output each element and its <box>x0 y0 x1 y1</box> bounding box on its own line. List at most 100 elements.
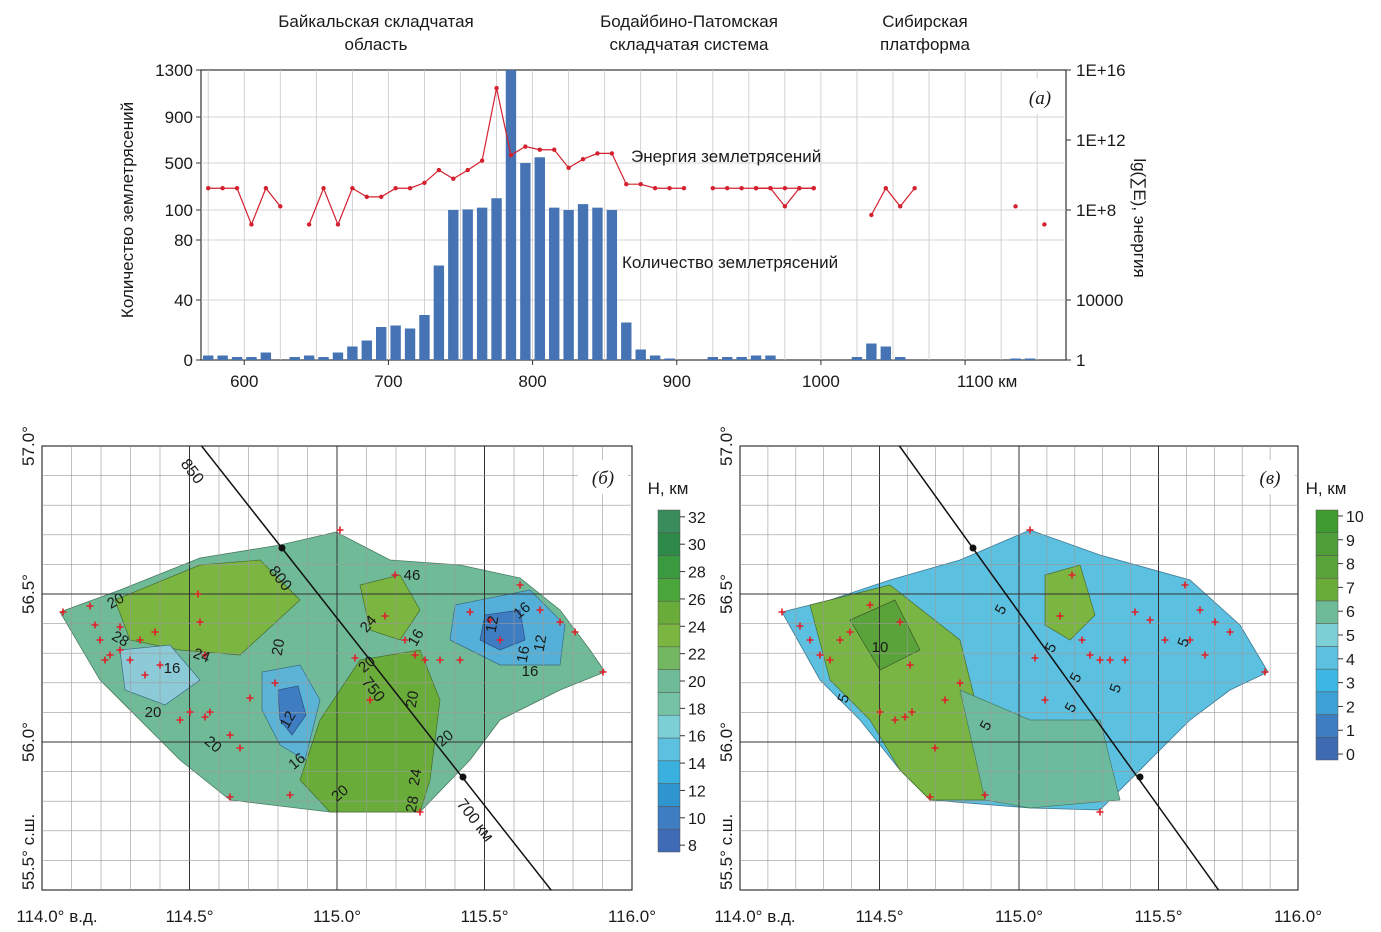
y2-tick-label: 1 <box>1076 351 1085 370</box>
y-axis-label-left: Количество землетрясений <box>118 102 137 318</box>
energy-point <box>234 186 240 191</box>
chart-a: Байкальская складчатая область Бодайбино… <box>118 12 1149 391</box>
bar <box>462 209 473 360</box>
energy-point <box>739 186 744 191</box>
profile-marker-700-b <box>459 773 467 781</box>
epicenter-mark <box>486 616 494 624</box>
energy-point <box>479 158 485 163</box>
epicenter-mark <box>836 636 844 644</box>
epicenter-mark <box>136 636 144 644</box>
colorbar-tick-label: 26 <box>688 592 706 609</box>
epicenter-mark <box>176 716 184 724</box>
ticks-b: 114.0° в.д. 114.5° 115.0° 115.5° 116.0° 55.5°… <box>16 426 656 926</box>
panel-label-bg-b <box>578 460 628 494</box>
colorbar-cell <box>657 578 681 602</box>
x-tick-label: 800 <box>518 372 546 391</box>
epicenter-mark <box>1086 651 1094 659</box>
contour-label: 20 <box>269 638 289 657</box>
epicenter-mark <box>201 713 209 721</box>
map-y-tick-label: 57.0° <box>19 426 38 466</box>
energy-point <box>883 186 888 191</box>
bar <box>750 355 762 360</box>
contour-label: 24 <box>191 645 212 667</box>
epicenter-mark <box>556 618 564 626</box>
colorbar-cell <box>657 806 681 830</box>
map-x-tick-label: 114.5° <box>855 907 903 926</box>
energy-point <box>667 186 672 191</box>
energy-point <box>451 176 456 181</box>
bar <box>765 355 776 360</box>
bar <box>649 355 661 360</box>
epicenter-mark <box>876 708 884 716</box>
epicenter-mark <box>1121 656 1129 664</box>
contour-label: 16 <box>405 626 428 649</box>
colorbar-cell <box>657 555 681 579</box>
energy-point <box>811 186 816 191</box>
epicenter-mark <box>1026 526 1034 534</box>
map-x-tick-label: 116.0° <box>608 907 656 926</box>
bar <box>231 357 243 360</box>
epicenter-mark <box>846 628 854 636</box>
energy-point <box>580 156 586 162</box>
epicenter-mark <box>1201 651 1209 659</box>
colorbar-c: 0 1 2 3 4 5 6 7 8 9 10 Н, км <box>1306 479 1364 764</box>
epicenter-mark <box>401 636 409 644</box>
epicenter-mark <box>866 601 874 609</box>
y-tick-label: 1300 <box>155 61 193 80</box>
colorbar-cell <box>657 760 681 784</box>
epicenter-mark <box>141 671 149 679</box>
epicenter-mark <box>116 623 124 631</box>
epicenter-mark <box>391 571 399 579</box>
colorbar-cell <box>1315 737 1339 761</box>
epicenter-mark <box>286 791 294 799</box>
y-tick-label: 500 <box>165 154 193 173</box>
energy-point <box>652 186 658 191</box>
energy-point <box>263 186 269 191</box>
energy-point <box>898 204 903 209</box>
energy-point <box>508 152 514 158</box>
epicenter-mark <box>1031 654 1039 662</box>
grid-b <box>42 446 632 890</box>
energy-point <box>681 186 687 191</box>
colorbar-tick-label: 28 <box>688 565 706 582</box>
epicenter-mark <box>981 791 989 799</box>
bar <box>303 355 315 360</box>
colorbar-tick-label: 8 <box>688 838 697 855</box>
epicenter-mark <box>901 713 909 721</box>
energy-point <box>220 186 225 191</box>
bar <box>606 210 618 360</box>
epicenter-mark <box>1068 571 1076 579</box>
epicenter-mark <box>411 651 419 659</box>
colorbar-cell <box>1315 532 1339 556</box>
map-y-tick-label: 55.5° с.ш. <box>19 814 38 890</box>
epicenter-mark <box>1096 808 1104 816</box>
bar <box>520 163 531 360</box>
profile-marker-700-c <box>1136 773 1144 781</box>
bar <box>635 349 646 360</box>
energy-point <box>436 167 442 173</box>
y-tick-label: 900 <box>165 108 193 127</box>
epicenter-mark <box>1041 696 1049 704</box>
energy-point <box>379 194 384 200</box>
series-label-count: Количество землетрясений <box>622 253 838 272</box>
epicenter-mark <box>351 654 359 662</box>
region-label-bodaibo: Бодайбино-Патомская <box>600 12 778 31</box>
energy-point <box>350 186 355 191</box>
map-x-tick-label: 115.0° <box>995 907 1043 926</box>
epicenter-mark <box>59 608 67 616</box>
epicenter-mark <box>891 716 899 724</box>
epicenter-mark <box>496 636 504 644</box>
colorbar-tick-label: 6 <box>1346 604 1355 621</box>
epicenter-mark <box>956 679 964 687</box>
epicenter-mark <box>91 621 99 629</box>
colorbar-cell <box>657 828 681 853</box>
panel-label-a: (a) <box>1029 88 1051 109</box>
map-y-tick-label: 56.0° <box>717 722 736 762</box>
colorbar-cell <box>657 737 681 762</box>
epicenter-mark <box>908 708 916 716</box>
y2-tick-label: 1E+12 <box>1076 131 1126 150</box>
contour-label: 16 <box>522 663 539 680</box>
map-y-tick-label: 56.5° <box>19 574 38 614</box>
